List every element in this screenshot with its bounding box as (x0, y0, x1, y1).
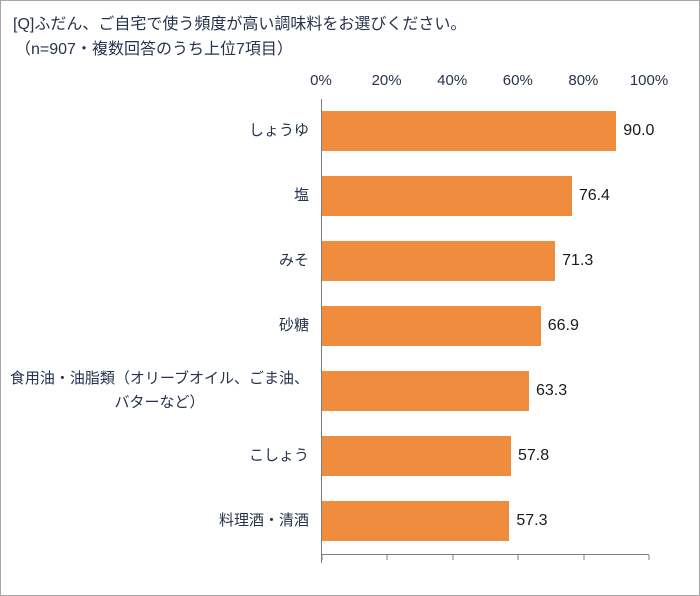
value-label: 63.3 (535, 382, 568, 400)
x-axis-tick-label: 40% (437, 71, 468, 89)
value-label: 90.0 (623, 122, 655, 140)
bar (322, 111, 617, 152)
value-label: 57.3 (516, 512, 548, 530)
category-label: みそ (278, 252, 309, 270)
bar (322, 436, 511, 477)
axis-header-spacer (1, 69, 321, 99)
x-axis-tick-mark (386, 554, 388, 560)
bar-row: 90.0 (321, 98, 654, 164)
x-axis-tick-label: 20% (371, 71, 402, 89)
bar-row: 57.3 (321, 488, 649, 554)
bar-chart: 0% 20% 40% 60% 80% 100% しょうゆ 90.0 塩 76.4 みそ 71.3 砂糖 6… (1, 69, 699, 563)
axis-footer-spacer (1, 554, 321, 562)
bar (322, 176, 572, 217)
category-label: 塩 (293, 187, 309, 205)
chart-title-block: [Q]ふだん、ご自宅で使う頻度が高い調味料をお選びください。 （n=907・複数… (1, 1, 699, 65)
chart-title: [Q]ふだん、ご自宅で使う頻度が高い調味料をお選びください。 (13, 16, 467, 33)
x-axis-tick-mark (583, 554, 585, 560)
bar-row: 66.9 (321, 293, 649, 359)
x-axis-tick-label: 80% (568, 71, 599, 89)
x-axis-tick-mark (648, 554, 650, 560)
x-axis-tick-label: 100% (629, 71, 669, 89)
category-label: しょうゆ (248, 122, 309, 140)
bar (322, 371, 529, 412)
value-label: 76.4 (578, 187, 610, 205)
bar (322, 501, 510, 542)
x-axis-tick-label: 0% (310, 71, 332, 89)
x-axis-tick-mark (452, 554, 454, 560)
x-axis-tick-labels: 0% 20% 40% 60% 80% 100% (310, 69, 668, 99)
bar-row: 71.3 (321, 228, 649, 294)
value-label: 66.9 (547, 317, 579, 335)
category-label: こしょう (248, 447, 309, 465)
x-axis-tick-mark (321, 554, 323, 560)
x-axis-baseline (321, 553, 650, 563)
x-axis-tick-label: 60% (502, 71, 533, 89)
value-label: 57.8 (518, 447, 550, 465)
value-label: 71.3 (562, 252, 594, 270)
chart-subtitle: （n=907・複数回答のうち上位7項目） (15, 40, 293, 58)
bar (322, 241, 556, 282)
bar-row: 57.8 (321, 423, 649, 489)
bar (322, 306, 541, 347)
bar-row: 63.3 (321, 358, 649, 424)
category-label: 料理酒・清酒 (218, 512, 309, 530)
category-label: 砂糖 (278, 317, 309, 335)
bar-row: 76.4 (321, 163, 649, 229)
category-label: 食用油・油脂類（オリーブオイル、ごま油、 バターなど） (9, 370, 309, 412)
x-axis-tick-mark (517, 554, 519, 560)
